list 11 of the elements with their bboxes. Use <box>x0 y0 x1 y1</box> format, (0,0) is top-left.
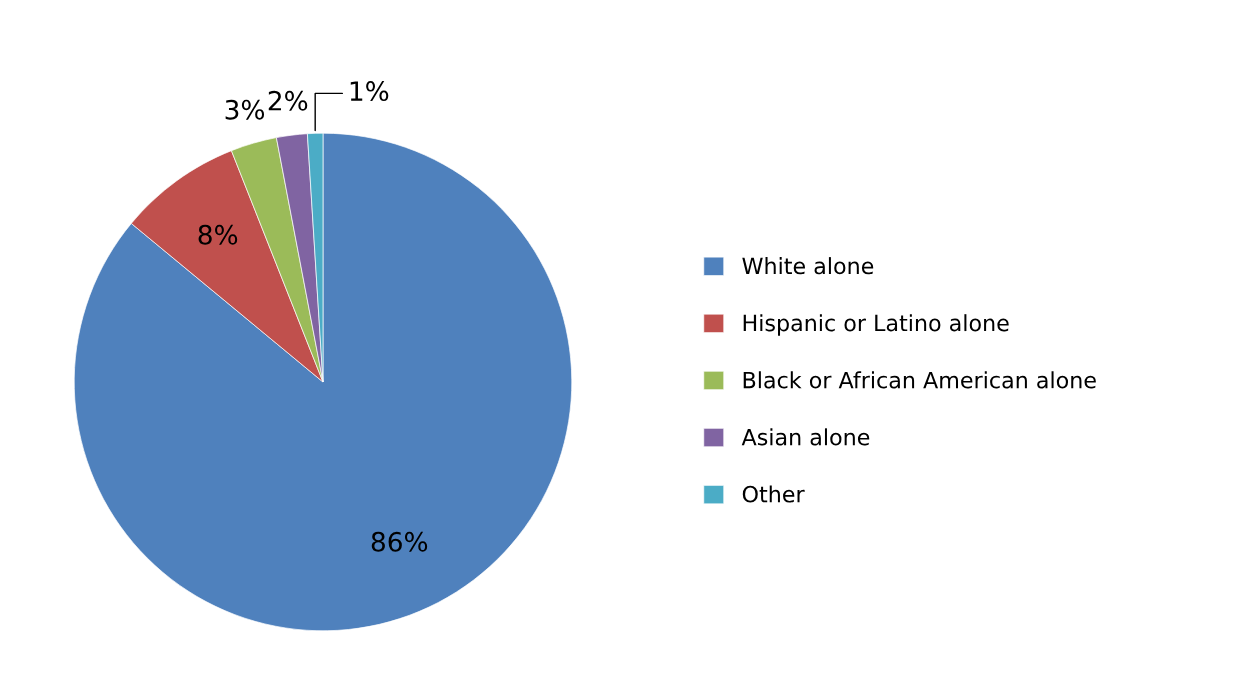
legend-label: Asian alone <box>741 428 870 446</box>
legend-label: Other <box>742 485 805 503</box>
data-label: 3% <box>225 99 265 120</box>
legend-label: Hispanic or Latino alone <box>743 314 1009 336</box>
legend-label: Black or African American alone <box>743 371 1096 389</box>
legend-label: White alone <box>742 257 874 275</box>
data-label: 8% <box>198 224 238 245</box>
pie-slice <box>73 132 573 632</box>
data-label: 86% <box>371 531 428 552</box>
data-label: 1% <box>350 81 389 102</box>
data-label: 2% <box>268 90 308 111</box>
